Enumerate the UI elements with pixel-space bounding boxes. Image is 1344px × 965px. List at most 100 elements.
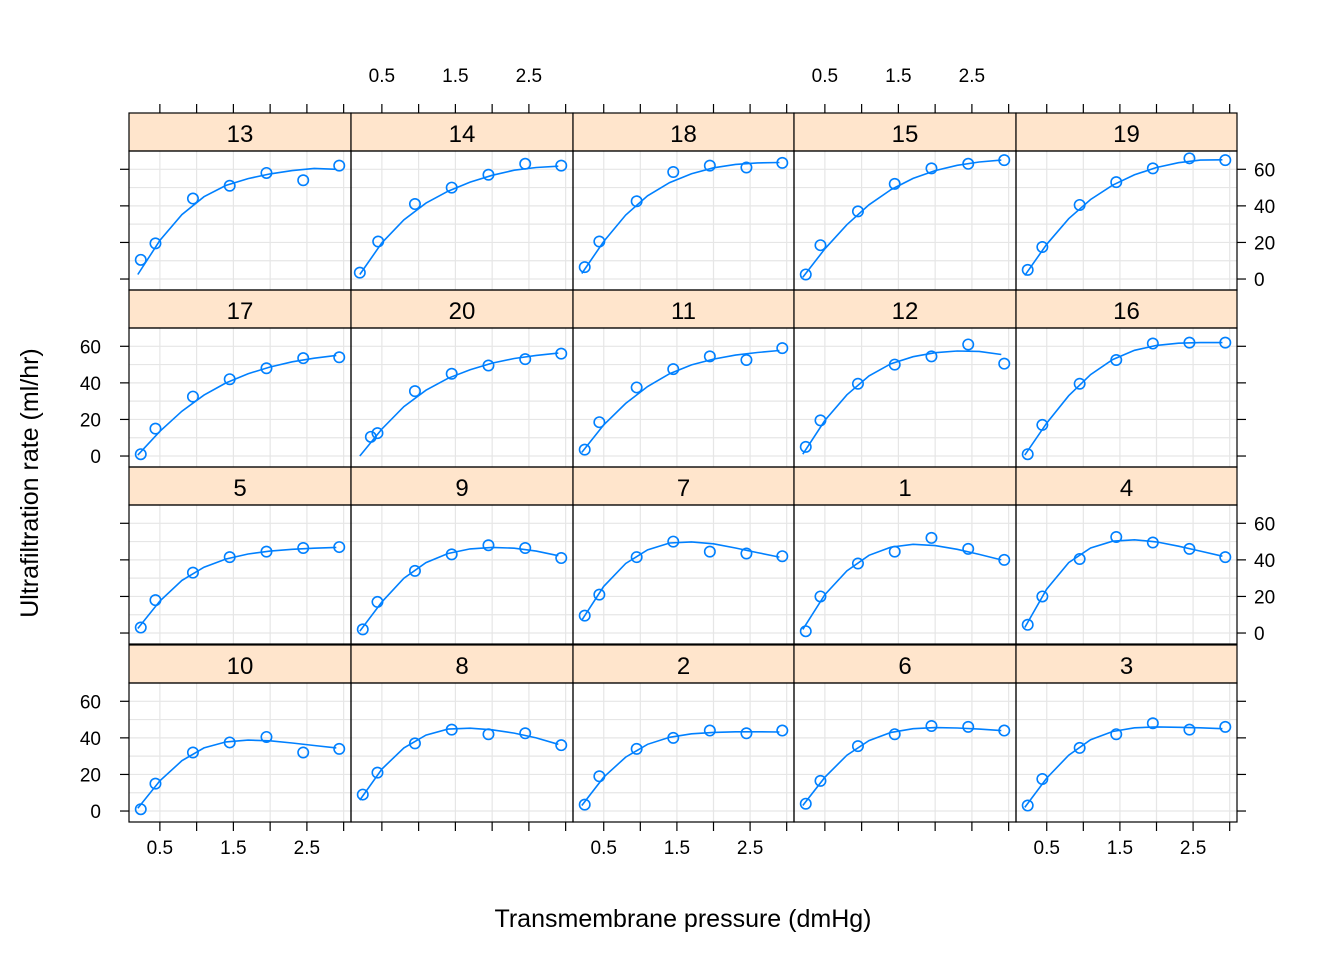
data-point-subject-1 — [998, 553, 1011, 566]
data-point-subject-6 — [799, 797, 812, 810]
data-point-subject-12 — [799, 440, 812, 453]
fit-line-subject-18 — [581, 161, 780, 274]
data-point-subject-15 — [998, 154, 1011, 167]
data-point-subject-8 — [445, 723, 458, 736]
data-point-subject-8 — [408, 737, 421, 750]
x-tick-label: 2.5 — [959, 66, 985, 87]
data-point-subject-11 — [703, 350, 716, 363]
data-point-subject-6 — [888, 728, 901, 741]
data-point-subject-7 — [703, 545, 716, 558]
data-point-subject-20 — [371, 427, 384, 440]
data-point-subject-3 — [1183, 723, 1196, 736]
data-point-subject-11 — [593, 416, 606, 429]
strip-label-subject-19: 19 — [1113, 121, 1140, 148]
data-point-subject-17 — [186, 390, 199, 403]
strip-label-subject-6: 6 — [898, 653, 911, 680]
data-point-subject-16 — [1219, 336, 1232, 349]
data-point-subject-5 — [297, 541, 310, 554]
data-point-subject-14 — [408, 198, 421, 211]
fit-line-subject-10 — [137, 739, 337, 809]
data-point-subject-12 — [888, 358, 901, 371]
x-tick-label: 1.5 — [664, 838, 690, 859]
data-point-subject-13 — [223, 179, 236, 192]
y-tick-label: 20 — [80, 765, 101, 786]
y-tick-label: 40 — [80, 374, 101, 395]
strip-label-subject-11: 11 — [671, 298, 696, 325]
data-point-subject-13 — [149, 237, 162, 250]
data-point-subject-18 — [776, 156, 789, 169]
fit-line-subject-7 — [581, 541, 780, 621]
strip-subject-16 — [1015, 289, 1238, 329]
data-point-subject-10 — [260, 730, 273, 743]
data-point-subject-14 — [372, 235, 385, 248]
data-point-subject-20 — [519, 353, 532, 366]
data-point-subject-5 — [260, 545, 273, 558]
data-point-subject-2 — [630, 742, 643, 755]
data-point-subject-19 — [1036, 241, 1049, 254]
data-point-subject-6 — [998, 724, 1011, 737]
x-tick-label: 2.5 — [294, 838, 320, 859]
fit-line-subject-2 — [581, 731, 780, 806]
data-point-subject-19 — [1146, 162, 1159, 175]
panel-frame-subject-17 — [128, 327, 352, 468]
data-point-subject-12 — [851, 377, 864, 390]
fit-line-subject-16 — [1024, 341, 1223, 456]
data-point-subject-8 — [482, 728, 495, 741]
data-point-subject-3 — [1073, 741, 1086, 754]
panel-frame-subject-5 — [128, 504, 352, 645]
y-tick-label: 0 — [90, 802, 101, 823]
data-point-subject-4 — [1021, 618, 1034, 631]
x-tick-label: 1.5 — [442, 66, 468, 87]
data-point-subject-5 — [223, 551, 236, 564]
data-point-subject-10 — [333, 742, 346, 755]
data-point-subject-15 — [799, 268, 812, 281]
data-point-subject-10 — [223, 736, 236, 749]
strip-label-subject-17: 17 — [227, 298, 254, 325]
y-tick-label: 0 — [1254, 270, 1265, 291]
panel-frame-subject-7 — [572, 504, 795, 645]
data-point-subject-14 — [482, 168, 495, 181]
data-point-subject-4 — [1183, 542, 1196, 555]
data-point-subject-7 — [578, 609, 591, 622]
data-point-subject-10 — [297, 746, 310, 759]
panel-frame-subject-8 — [350, 682, 574, 823]
data-point-subject-9 — [555, 552, 568, 565]
y-tick-label: 60 — [1254, 160, 1275, 181]
strip-label-subject-7: 7 — [677, 475, 690, 502]
x-tick-label: 0.5 — [1034, 838, 1060, 859]
strip-subject-2 — [572, 644, 795, 684]
fit-line-subject-1 — [802, 543, 1002, 630]
data-point-subject-12 — [962, 338, 975, 351]
data-point-subject-1 — [799, 625, 812, 638]
x-tick-label: 0.5 — [147, 838, 173, 859]
data-point-subject-17 — [260, 362, 273, 375]
data-point-subject-17 — [134, 448, 147, 461]
data-point-subject-7 — [593, 588, 606, 601]
panel-frame-subject-4 — [1015, 504, 1238, 645]
fit-line-subject-8 — [359, 727, 559, 801]
data-point-subject-4 — [1110, 531, 1123, 544]
data-point-subject-16 — [1183, 336, 1196, 349]
fit-line-subject-15 — [802, 159, 1002, 278]
strip-label-subject-16: 16 — [1113, 298, 1140, 325]
axis-layer: 0.5 1.5 2.5 0.5 1.5 2.50204060020406002040600… — [80, 66, 1275, 859]
data-point-subject-3 — [1146, 717, 1159, 730]
y-tick-label: 60 — [80, 692, 101, 713]
x-tick-label: 0.5 — [591, 838, 617, 859]
fit-line-subject-4 — [1024, 538, 1223, 628]
x-axis-title: Transmembrane pressure (dmHg) — [495, 905, 872, 933]
strip-label-subject-10: 10 — [227, 653, 254, 680]
data-point-subject-5 — [134, 621, 147, 634]
fit-line-subject-12 — [802, 350, 1002, 455]
x-tick-label: 1.5 — [1107, 838, 1133, 859]
fit-line-subject-13 — [137, 167, 337, 275]
fit-line-subject-11 — [581, 349, 780, 453]
panel-frame-subject-9 — [350, 504, 574, 645]
strip-label-subject-15: 15 — [892, 121, 919, 148]
data-point-subject-2 — [740, 727, 753, 740]
strip-subject-11 — [572, 289, 795, 329]
y-tick-label: 60 — [1254, 514, 1275, 535]
data-point-subject-17 — [223, 373, 236, 386]
